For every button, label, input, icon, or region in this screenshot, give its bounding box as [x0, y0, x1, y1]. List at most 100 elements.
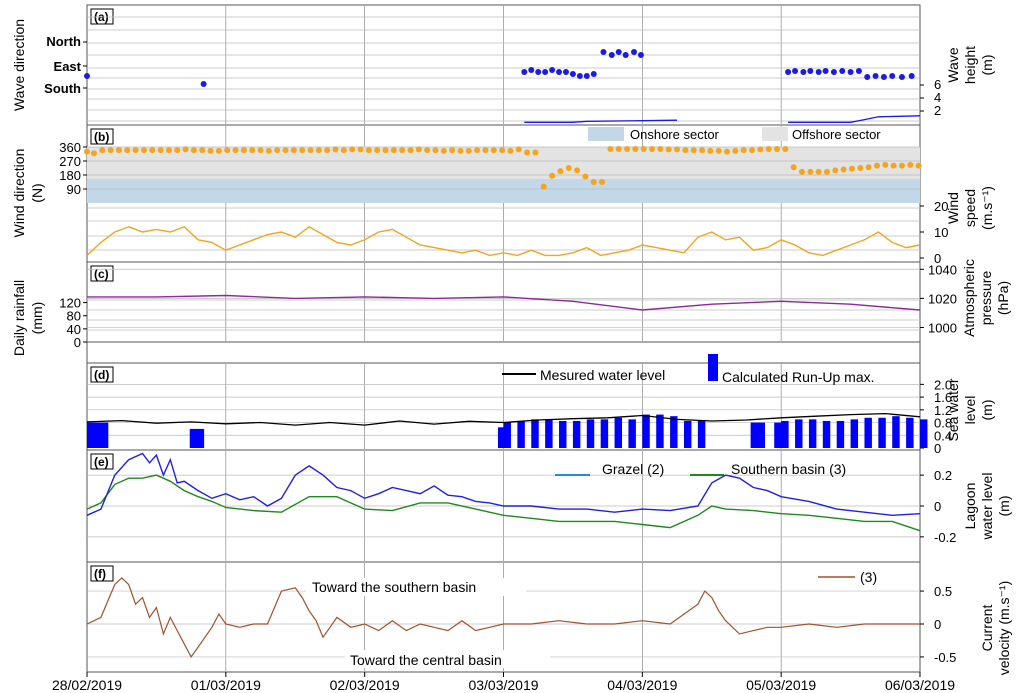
wind-direction-point	[590, 179, 597, 185]
wind-direction-point	[282, 147, 289, 154]
wind-direction-point	[382, 147, 389, 154]
wind-direction-point	[749, 147, 756, 154]
wind-direction-point	[399, 147, 406, 154]
grazel-line	[86, 452, 921, 517]
wind-direction-point	[649, 146, 656, 152]
runup-bar	[559, 420, 567, 448]
runup-bar	[586, 419, 595, 448]
wind-direction-point	[632, 146, 639, 152]
runup-bar	[517, 420, 525, 448]
panel-letter-box-a	[90, 8, 114, 25]
right-tick-sea-level: 1.6	[934, 390, 952, 405]
runup-bar	[878, 417, 886, 448]
wind-direction-point	[165, 147, 172, 154]
runup-bar	[781, 420, 789, 448]
left-tick-north: North	[46, 34, 81, 49]
ylabel-wind-speed: speed	[962, 189, 978, 227]
wind-direction-point	[798, 168, 805, 175]
wave-direction-point	[864, 74, 871, 80]
wind-direction-point	[424, 147, 431, 154]
wind-direction-point	[449, 147, 456, 154]
ylabel-pressure: pressure	[978, 271, 994, 326]
ylabel-sea-level: (m)	[979, 400, 995, 421]
right-tick-wind-speed: 20	[934, 199, 948, 214]
wind-direction-point	[240, 147, 247, 154]
right-tick-current: -0.5	[934, 650, 956, 665]
wave-direction-point	[872, 73, 879, 79]
wind-direction-point	[249, 147, 256, 154]
wind-direction-point	[882, 161, 889, 168]
current-velocity-line	[86, 577, 920, 659]
wave-direction-point	[622, 52, 629, 58]
wind-direction-point	[307, 147, 314, 154]
wind-direction-point	[99, 147, 106, 154]
ylabel-wind-speed: (m.s⁻¹)	[979, 186, 995, 230]
pressure-line	[87, 294, 921, 311]
wind-direction-point	[599, 179, 606, 185]
left-tick-rainfall: 120	[59, 296, 81, 311]
x-tick-label: 02/03/2019	[330, 677, 400, 693]
wind-direction-point	[315, 147, 322, 154]
wind-direction-point	[815, 168, 822, 175]
panel-letter-box-f	[90, 565, 114, 582]
wave-direction-point	[889, 73, 896, 79]
wind-direction-point	[232, 147, 239, 154]
wind-direction-point	[532, 149, 539, 156]
runup-bar	[503, 422, 511, 448]
wind-direction-point	[507, 147, 514, 154]
wave-direction-point	[562, 69, 569, 75]
runup-bar	[196, 428, 205, 448]
ylabel-wind-direction: (N)	[29, 183, 45, 202]
measured-water-line	[86, 412, 921, 426]
wind-direction-point	[499, 147, 506, 154]
wind-direction-point	[524, 149, 531, 156]
runup-bar	[697, 420, 706, 448]
wind-direction-point	[557, 168, 564, 175]
wave-height-line	[524, 119, 678, 123]
legend-offshore-swatch	[762, 127, 788, 141]
wind-direction-point	[407, 147, 414, 154]
wind-direction-point	[915, 162, 922, 169]
ylabel-wave-direction: Wave direction	[11, 19, 27, 111]
panel-letter-box-c	[90, 265, 114, 282]
wind-direction-point	[474, 147, 481, 154]
runup-bar	[757, 422, 766, 448]
ylabel-lagoon: (m)	[996, 496, 1012, 517]
wind-direction-point	[115, 147, 122, 154]
left-tick-wind-direction: 90	[67, 182, 81, 197]
ylabel-wind-speed: Wind	[945, 192, 961, 224]
wave-direction-point	[590, 71, 597, 77]
wave-direction-point	[637, 52, 644, 58]
wind-direction-point	[107, 147, 114, 154]
right-tick-pressure: 1000	[928, 320, 957, 335]
wind-direction-point	[332, 146, 339, 153]
runup-bar	[683, 420, 692, 448]
wind-direction-point	[174, 147, 181, 154]
wind-direction-point	[365, 147, 372, 154]
wind-direction-point	[274, 147, 281, 154]
ylabel-current: Current	[979, 605, 995, 652]
wave-direction-point	[855, 68, 862, 74]
left-tick-south: South	[44, 81, 81, 96]
wind-direction-point	[324, 147, 331, 154]
x-tick-label: 28/02/2019	[52, 677, 122, 693]
wind-direction-point	[674, 146, 681, 153]
wind-direction-point	[549, 172, 556, 179]
wind-direction-point	[84, 148, 90, 155]
x-tick-label: 06/03/2019	[885, 677, 955, 693]
runup-bar	[642, 414, 650, 448]
wind-direction-point	[207, 147, 214, 154]
ylabel-sea-level: level	[962, 396, 978, 425]
wind-direction-point	[515, 146, 522, 153]
wind-direction-point	[823, 168, 830, 175]
wind-direction-point	[565, 165, 572, 171]
wind-direction-point	[340, 147, 347, 154]
right-tick-sea-level: 1.2	[934, 403, 952, 418]
runup-bar	[189, 428, 198, 448]
runup-bar	[87, 422, 95, 448]
wind-direction-point	[807, 168, 814, 175]
wave-direction-point	[569, 71, 576, 77]
wind-direction-point	[615, 146, 622, 152]
wind-direction-point	[482, 147, 489, 154]
panel-letter-b: (b)	[94, 130, 109, 144]
